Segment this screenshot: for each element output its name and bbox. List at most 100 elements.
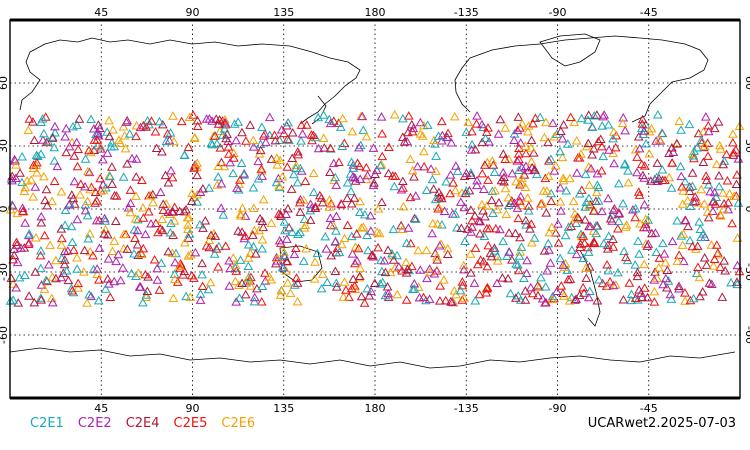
observation-marker — [306, 130, 317, 139]
observation-marker — [373, 242, 383, 252]
observation-marker — [11, 237, 22, 247]
observation-marker — [720, 266, 731, 275]
observation-marker — [365, 210, 376, 220]
observation-marker — [305, 215, 316, 224]
observation-marker — [221, 133, 231, 143]
observation-marker — [620, 159, 630, 168]
observation-marker — [583, 138, 594, 148]
observation-marker — [59, 246, 70, 256]
observation-marker — [32, 167, 42, 177]
observation-marker — [102, 229, 113, 239]
observation-marker — [241, 136, 251, 145]
observation-marker — [181, 204, 191, 214]
observation-marker — [61, 265, 72, 275]
observation-marker — [487, 186, 498, 196]
bottom-lon-label: 45 — [94, 402, 108, 415]
observation-marker — [319, 143, 330, 152]
observation-marker — [654, 262, 664, 272]
observation-marker — [667, 158, 678, 167]
observation-marker — [183, 224, 193, 233]
observation-marker — [275, 155, 285, 164]
observation-marker — [260, 268, 270, 277]
observation-marker — [61, 123, 72, 133]
observation-marker — [282, 278, 293, 287]
observation-marker — [279, 247, 289, 256]
observation-marker — [542, 265, 553, 275]
observation-marker — [39, 230, 50, 240]
observation-marker — [550, 228, 561, 237]
observation-marker — [621, 252, 631, 262]
observation-marker — [183, 233, 194, 242]
observation-marker — [134, 282, 145, 291]
observation-marker — [372, 227, 382, 236]
observation-marker — [703, 126, 714, 136]
observation-marker — [487, 156, 498, 165]
left-lat-label: 0 — [0, 206, 10, 213]
observation-marker — [290, 243, 301, 253]
observation-marker — [214, 114, 225, 124]
observation-marker — [475, 216, 486, 226]
observation-marker — [318, 133, 329, 142]
observation-marker — [257, 244, 267, 253]
observation-marker — [294, 197, 305, 207]
observation-marker — [685, 201, 696, 211]
observation-marker — [674, 284, 684, 293]
observation-marker — [658, 238, 668, 248]
observation-marker — [91, 215, 102, 225]
observation-marker — [433, 204, 444, 213]
observation-marker — [726, 277, 736, 287]
observation-marker — [501, 209, 512, 219]
observation-marker — [593, 182, 604, 192]
observation-marker — [284, 222, 294, 232]
observation-marker — [94, 243, 105, 252]
observation-marker — [224, 149, 234, 158]
observation-marker — [470, 211, 480, 220]
observation-marker — [641, 222, 652, 232]
observation-marker — [654, 134, 665, 144]
observation-marker — [432, 219, 443, 228]
observation-marker — [47, 133, 58, 142]
observation-marker — [657, 165, 668, 174]
observation-marker — [255, 213, 265, 223]
observation-marker — [660, 175, 670, 185]
observation-marker — [308, 187, 319, 197]
observation-marker — [603, 119, 614, 129]
observation-marker — [236, 158, 247, 168]
observation-marker — [587, 122, 598, 131]
observation-marker — [56, 186, 67, 196]
observation-marker — [558, 120, 569, 129]
observation-marker — [264, 112, 275, 122]
observation-marker — [465, 205, 476, 214]
legend-entry-c2e1: C2E1 — [30, 416, 64, 431]
observation-marker — [676, 171, 687, 181]
observation-marker — [698, 229, 709, 238]
observation-marker — [11, 160, 21, 169]
observation-marker — [389, 181, 400, 191]
observation-marker — [12, 257, 23, 267]
observation-marker — [433, 131, 444, 140]
observation-marker — [388, 224, 399, 234]
observation-marker — [24, 291, 34, 300]
observation-marker — [514, 251, 525, 260]
observation-marker — [354, 271, 365, 280]
observation-marker — [403, 111, 414, 120]
observation-marker — [687, 241, 698, 251]
observation-marker — [633, 236, 643, 245]
observation-marker — [455, 197, 466, 206]
observation-marker — [179, 150, 190, 159]
observation-marker — [103, 254, 114, 263]
observation-marker — [183, 212, 194, 222]
observation-marker — [382, 281, 393, 291]
observation-marker — [66, 221, 77, 231]
observation-marker — [61, 147, 72, 157]
observation-marker — [80, 154, 91, 163]
observation-marker — [641, 138, 651, 148]
observation-marker — [709, 123, 720, 133]
observation-marker — [213, 119, 224, 128]
observation-marker — [179, 266, 190, 276]
top-lon-label: 90 — [186, 6, 200, 19]
observation-marker — [579, 288, 589, 297]
observation-marker — [118, 263, 128, 272]
observation-marker — [72, 214, 83, 224]
observation-marker — [39, 284, 50, 293]
